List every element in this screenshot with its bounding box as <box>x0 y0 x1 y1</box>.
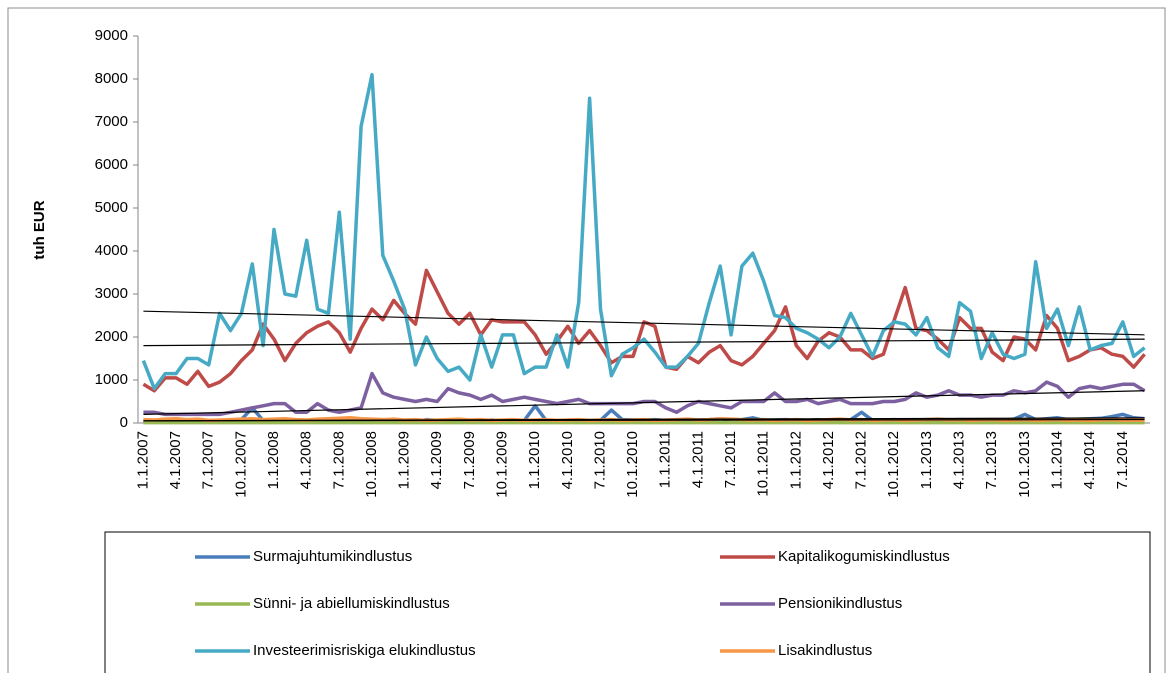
x-tick-label: 4.1.2014 <box>1081 431 1098 489</box>
x-tick-label: 10.1.2009 <box>494 431 511 498</box>
x-tick-label: 10.1.2013 <box>1016 431 1033 498</box>
y-tick-label: 0 <box>120 414 128 431</box>
y-tick-label: 1000 <box>95 371 128 388</box>
x-tick-label: 7.1.2008 <box>330 431 347 489</box>
series-line <box>142 268 1146 393</box>
trendline <box>143 338 1145 347</box>
x-tick-label: 10.1.2012 <box>885 431 902 498</box>
legend-box <box>104 531 1151 678</box>
series-line <box>143 371 1146 417</box>
x-tick-label: 7.1.2011 <box>722 431 739 488</box>
legend-label: Sünni- ja abiellumiskindlustus <box>253 595 450 612</box>
legend-label: Pensionikindlustus <box>778 595 902 612</box>
legend-label: Lisakindlustus <box>778 642 872 659</box>
x-tick-label: 1.1.2007 <box>134 431 151 489</box>
y-tick-label: 3000 <box>95 285 128 302</box>
y-tick-label: 5000 <box>95 199 128 216</box>
x-tick-label: 7.1.2009 <box>461 431 478 489</box>
x-tick-label: 1.1.2014 <box>1048 431 1065 489</box>
y-tick-label: 6000 <box>95 156 128 173</box>
x-tick-label: 10.1.2010 <box>624 431 641 498</box>
x-tick-label: 1.1.2009 <box>396 431 413 489</box>
series-line <box>141 72 1146 391</box>
x-tick-label: 1.1.2010 <box>526 431 543 489</box>
y-tick-label: 7000 <box>95 113 128 130</box>
x-tick-label: 4.1.2009 <box>428 431 445 489</box>
x-tick-label: 4.1.2008 <box>298 431 315 489</box>
x-tick-label: 7.1.2010 <box>591 431 608 489</box>
x-tick-label: 10.1.2008 <box>363 431 380 498</box>
x-tick-label: 10.1.2007 <box>232 431 249 498</box>
legend-label: Investeerimisriskiga elukindlustus <box>253 642 476 659</box>
x-tick-label: 1.1.2008 <box>265 431 282 489</box>
trendline <box>143 390 1145 415</box>
y-tick-label: 4000 <box>95 242 128 259</box>
x-tick-label: 4.1.2013 <box>951 431 968 489</box>
x-tick-label: 4.1.2007 <box>167 431 184 489</box>
legend-label: Surmajuhtumikindlustus <box>253 548 412 565</box>
y-tick-label: 9000 <box>95 27 128 44</box>
y-axis-label: tuh EUR <box>31 200 48 259</box>
x-tick-label: 7.1.2012 <box>853 431 870 489</box>
x-tick-label: 1.1.2011 <box>657 431 674 488</box>
trendline <box>143 418 1145 422</box>
legend-label: Kapitalikogumiskindlustus <box>778 548 950 565</box>
y-tick-label: 2000 <box>95 328 128 345</box>
trendline <box>143 310 1145 336</box>
x-tick-label: 4.1.2012 <box>820 431 837 489</box>
x-tick-label: 1.1.2012 <box>787 431 804 489</box>
x-tick-label: 4.1.2010 <box>559 431 576 489</box>
x-tick-label: 7.1.2014 <box>1114 431 1131 489</box>
x-tick-label: 7.1.2007 <box>200 431 217 489</box>
x-tick-label: 4.1.2011 <box>689 431 706 488</box>
x-tick-label: 7.1.2013 <box>983 431 1000 489</box>
x-tick-label: 10.1.2011 <box>755 431 772 497</box>
y-tick-label: 8000 <box>95 70 128 87</box>
x-tick-label: 1.1.2013 <box>918 431 935 489</box>
